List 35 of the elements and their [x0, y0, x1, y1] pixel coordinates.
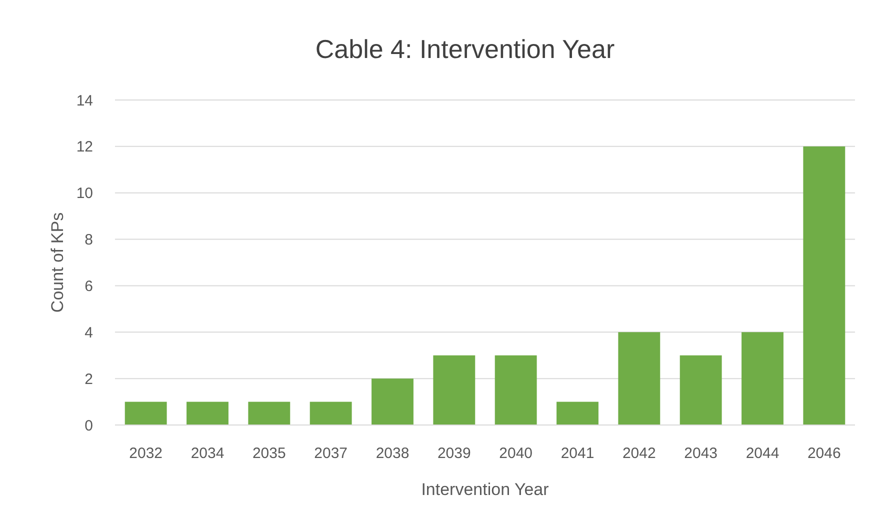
x-tick-label: 2037 — [314, 445, 348, 462]
bar — [248, 402, 290, 425]
y-tick-label: 8 — [84, 232, 93, 249]
y-tick-label: 4 — [84, 324, 93, 342]
x-tick-label: 2046 — [807, 445, 841, 462]
x-tick-label: 2043 — [684, 445, 718, 462]
bar — [803, 146, 846, 425]
bar — [680, 355, 722, 425]
x-tick-label: 2041 — [560, 445, 594, 462]
x-tick-label: 2044 — [746, 445, 780, 462]
bar — [124, 402, 167, 425]
bar — [742, 332, 784, 425]
bar — [310, 402, 352, 425]
bar — [433, 355, 476, 425]
x-tick-label: 2039 — [437, 445, 471, 462]
y-tick-label: 2 — [84, 370, 93, 388]
y-tick-label: 6 — [84, 278, 93, 295]
x-tick-label: 2040 — [499, 445, 533, 462]
y-axis-title: Count of KPs — [48, 212, 67, 313]
bar — [494, 355, 537, 425]
y-tick-label: 10 — [76, 185, 93, 202]
y-tick-label: 0 — [84, 417, 93, 434]
x-tick-label: 2032 — [129, 445, 163, 462]
x-tick-label: 2038 — [376, 445, 410, 462]
chart-title: Cable 4: Intervention Year — [315, 34, 615, 64]
x-tick-label: 2034 — [190, 445, 224, 462]
bar — [372, 378, 414, 425]
x-tick-label: 2042 — [622, 445, 656, 462]
x-axis-title: Intervention Year — [421, 480, 550, 499]
y-tick-label: 12 — [76, 138, 93, 156]
bar — [186, 402, 228, 425]
x-tick-label: 2035 — [252, 445, 286, 462]
bar — [618, 332, 660, 425]
y-tick-label: 14 — [76, 92, 93, 110]
bar — [556, 402, 598, 425]
